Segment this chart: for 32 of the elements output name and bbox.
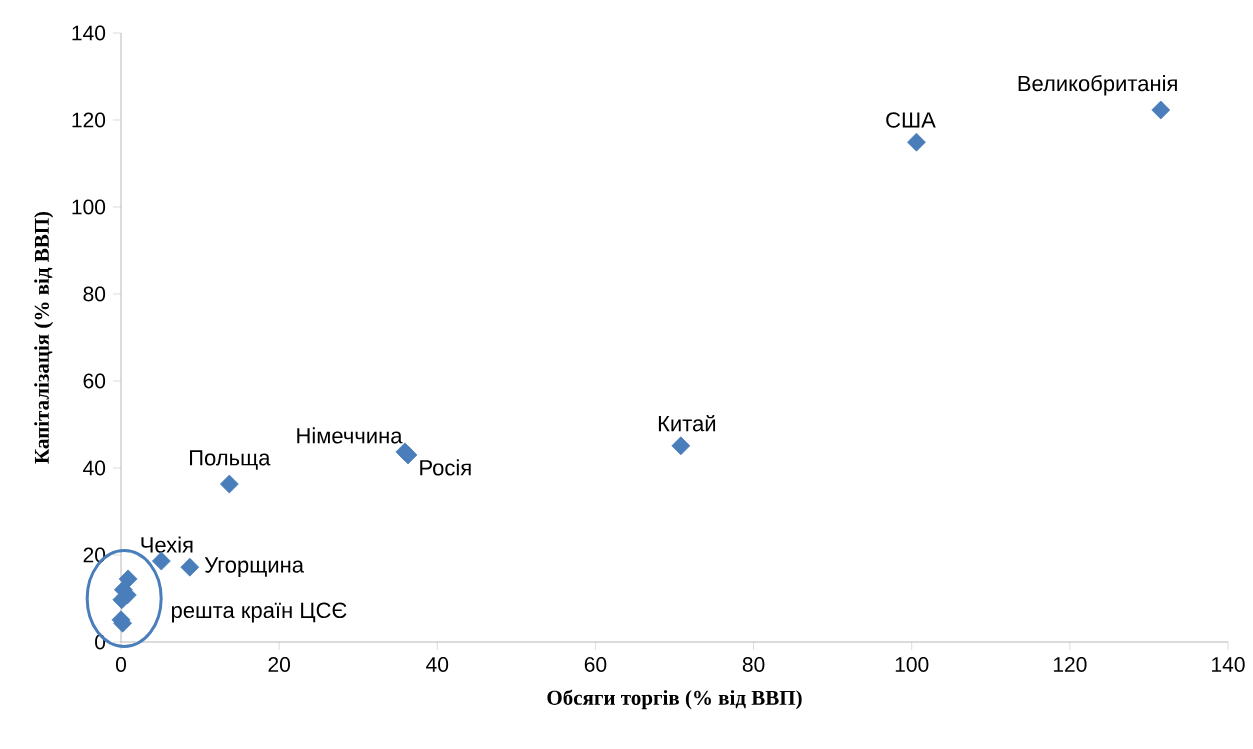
y-tick-label: 100 <box>72 199 106 215</box>
annotation: Чехія <box>141 536 193 553</box>
y-tick-label: 80 <box>83 286 106 302</box>
x-tick-label: 20 <box>268 657 290 672</box>
point <box>112 590 132 610</box>
annotation: Великобританія <box>1018 74 1177 96</box>
x-tick-label: 100 <box>895 657 929 672</box>
annotation: Китай <box>658 414 716 432</box>
point <box>180 557 200 577</box>
point <box>1151 100 1171 120</box>
point <box>671 436 691 456</box>
y-axis-title: Капіталізація (% від ВВП) <box>34 211 54 464</box>
x-tick-label: 0 <box>115 657 127 672</box>
point <box>219 474 239 494</box>
x-tick-label: 40 <box>426 657 449 672</box>
y-tick-label: 140 <box>72 25 106 41</box>
x-tick-label: 80 <box>742 657 765 672</box>
x-tick-label: 120 <box>1053 657 1087 672</box>
annotation: США <box>886 112 936 128</box>
annotation: решта країн ЦСЄ <box>171 602 347 623</box>
x-tick-label: 140 <box>1212 657 1245 672</box>
point <box>151 551 171 571</box>
annotation: Росія <box>420 459 471 476</box>
x-axis-title: Обсяги торгів (% від ВВП) <box>547 689 802 710</box>
annotation: Польща <box>190 450 271 470</box>
x-tick-label: 60 <box>584 657 607 672</box>
y-tick-label: 40 <box>83 460 106 476</box>
annotation: Угорщина <box>204 557 304 577</box>
point <box>907 132 926 152</box>
y-tick-label: 60 <box>83 373 106 389</box>
y-tick-label: 120 <box>72 112 106 128</box>
annotation: Німеччина <box>297 427 403 444</box>
